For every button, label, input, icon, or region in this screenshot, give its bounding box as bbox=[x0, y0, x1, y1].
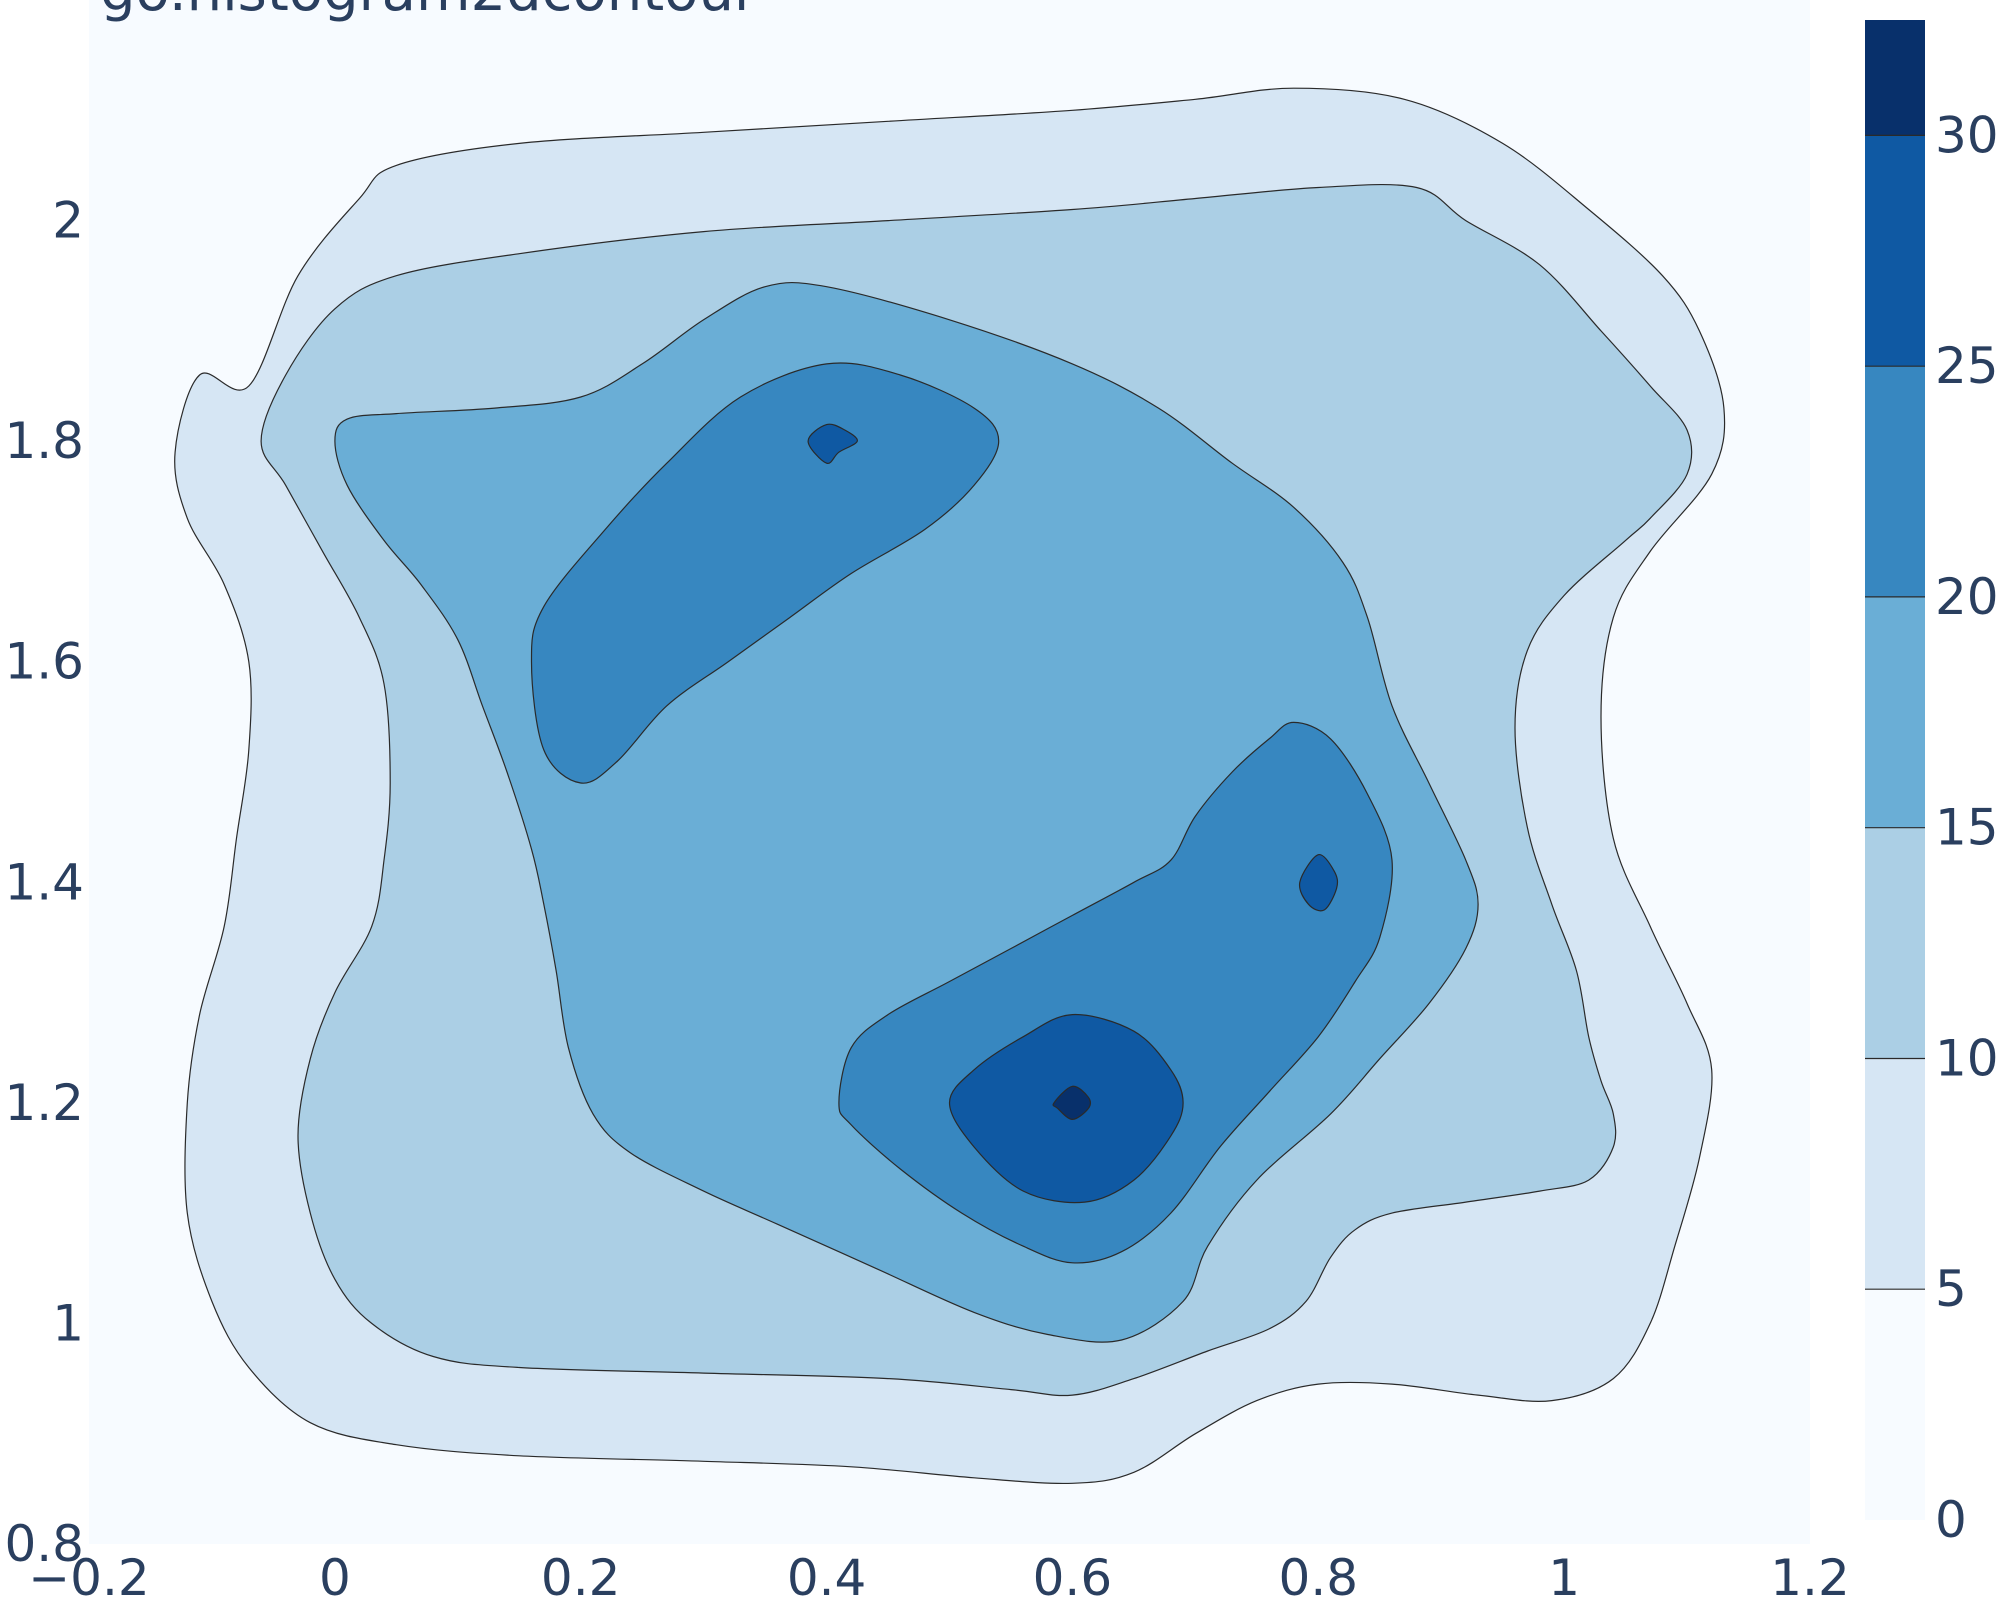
x-tick-label: 1.2 bbox=[1770, 1549, 1850, 1600]
y-tick-label: 2 bbox=[52, 192, 84, 250]
y-tick-label: 1 bbox=[52, 1294, 84, 1352]
colorbar-tick-label: 30 bbox=[1935, 106, 1999, 164]
y-axis-ticks: 0.8 1 1.2 1.4 1.6 1.8 2 bbox=[4, 192, 84, 1573]
colorbar-tick-label: 15 bbox=[1935, 799, 1999, 857]
y-tick-label: 1.6 bbox=[4, 633, 84, 691]
contour-level-30-region-1 bbox=[1052, 1085, 1092, 1120]
colorbar-band-30-32.5 bbox=[1865, 20, 1925, 136]
x-tick-label: 0 bbox=[319, 1549, 351, 1600]
x-axis-ticks: −0.2 0 0.2 0.4 0.6 0.8 1 1.2 bbox=[28, 1549, 1849, 1600]
colorbar-tick-label: 0 bbox=[1935, 1491, 1967, 1549]
contour-level-20-region-1 bbox=[530, 362, 1000, 784]
x-tick-label: 0.6 bbox=[1033, 1549, 1113, 1600]
y-tick-label: 1.8 bbox=[4, 412, 84, 470]
x-tick-label: 1 bbox=[1548, 1549, 1580, 1600]
y-tick-label: 1.2 bbox=[4, 1074, 84, 1132]
colorbar-tick-label: 5 bbox=[1935, 1260, 1967, 1318]
contour-layer bbox=[174, 87, 1726, 1485]
contour-level-25-region-3 bbox=[1298, 854, 1339, 912]
colorbar-ticks: 0 5 10 15 20 25 30 bbox=[1865, 106, 1999, 1549]
colorbar-tick-label: 20 bbox=[1935, 568, 1999, 626]
chart-title: go.histogram2dcontour bbox=[100, 0, 758, 24]
colorbar-bands bbox=[1865, 20, 1925, 1520]
colorbar-band-15-20 bbox=[1865, 596, 1925, 828]
colorbar-tick-label: 25 bbox=[1935, 337, 1999, 395]
y-tick-label: 0.8 bbox=[4, 1515, 84, 1573]
colorbar-tick-label: 10 bbox=[1935, 1030, 1999, 1088]
colorbar-band-20-25 bbox=[1865, 366, 1925, 597]
colorbar-band-10-15 bbox=[1865, 827, 1925, 1059]
colorbar-band-25-30 bbox=[1865, 135, 1925, 367]
colorbar-band-5-10 bbox=[1865, 1058, 1925, 1290]
x-tick-label: 0.4 bbox=[787, 1549, 867, 1600]
contour-level-25-region-1 bbox=[807, 423, 858, 464]
x-tick-label: 0.2 bbox=[541, 1549, 621, 1600]
colorbar: 0 5 10 15 20 25 30 bbox=[1865, 20, 1999, 1549]
x-tick-label: 0.8 bbox=[1279, 1549, 1359, 1600]
x-tick-label: −0.2 bbox=[28, 1549, 149, 1600]
y-tick-label: 1.4 bbox=[4, 853, 84, 911]
colorbar-band-0-5 bbox=[1865, 1289, 1925, 1520]
